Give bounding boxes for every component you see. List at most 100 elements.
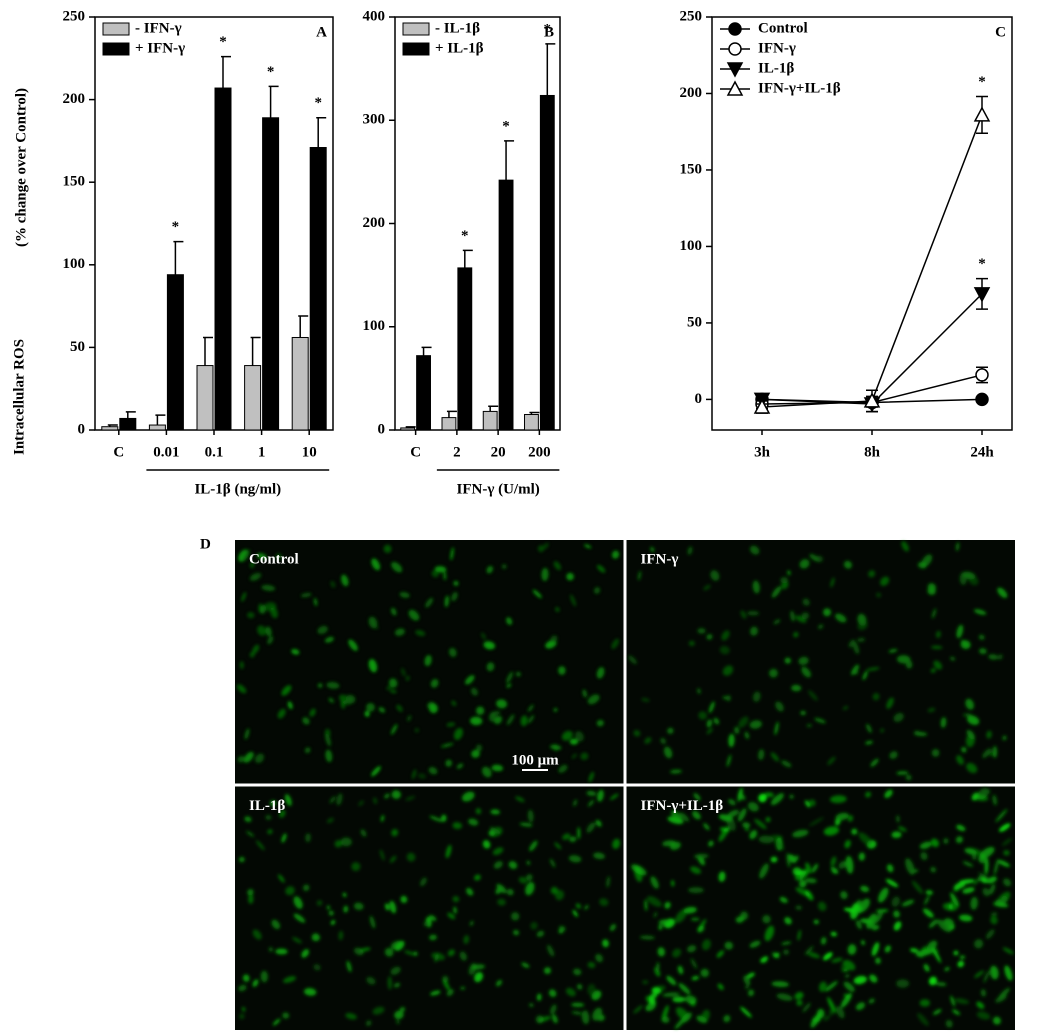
legend-swatch bbox=[402, 42, 430, 56]
cell bbox=[575, 903, 582, 909]
cell bbox=[917, 561, 927, 569]
micrograph-label: Control bbox=[249, 551, 299, 567]
cell bbox=[675, 909, 687, 924]
cell bbox=[341, 574, 349, 587]
cell bbox=[549, 858, 556, 868]
cell bbox=[888, 648, 898, 653]
cell bbox=[868, 998, 875, 1004]
cell bbox=[880, 576, 890, 586]
cell bbox=[336, 793, 343, 806]
cell bbox=[526, 874, 533, 882]
cell bbox=[236, 684, 247, 694]
cell bbox=[830, 856, 837, 867]
cell bbox=[835, 812, 849, 821]
cell bbox=[893, 921, 902, 931]
cell bbox=[692, 810, 701, 820]
cell bbox=[703, 584, 711, 591]
cell bbox=[650, 876, 659, 889]
cell bbox=[795, 615, 807, 623]
error-bar bbox=[529, 411, 540, 415]
cell bbox=[982, 748, 992, 759]
cell bbox=[497, 898, 506, 906]
cell bbox=[293, 913, 306, 923]
cell bbox=[596, 564, 606, 573]
cell bbox=[876, 592, 882, 598]
cell bbox=[693, 793, 701, 801]
cell bbox=[249, 561, 255, 569]
cell bbox=[431, 570, 439, 578]
cell bbox=[992, 745, 998, 758]
cell bbox=[444, 595, 449, 608]
cell bbox=[244, 816, 252, 823]
cell bbox=[481, 632, 486, 640]
cell bbox=[891, 896, 900, 907]
cell bbox=[292, 937, 302, 944]
marker bbox=[975, 392, 989, 407]
cell bbox=[452, 822, 463, 830]
micrograph-label: IFN-γ+IL-1β bbox=[641, 798, 724, 814]
cell bbox=[430, 678, 439, 688]
cell bbox=[326, 817, 334, 824]
cell bbox=[853, 975, 867, 985]
cell bbox=[784, 917, 792, 925]
cell bbox=[506, 714, 515, 726]
y-tick-label: 50 bbox=[70, 339, 85, 355]
cell bbox=[653, 911, 658, 918]
cell bbox=[451, 591, 458, 602]
cell bbox=[746, 610, 760, 616]
cell bbox=[463, 935, 470, 945]
cell bbox=[776, 993, 793, 1001]
cell bbox=[428, 767, 438, 775]
cell bbox=[701, 1009, 710, 1022]
cell bbox=[553, 743, 558, 752]
cell bbox=[342, 892, 347, 898]
x-tick-label: 0.1 bbox=[205, 444, 224, 460]
cell bbox=[905, 660, 913, 669]
cell bbox=[716, 950, 725, 958]
cell bbox=[964, 848, 978, 855]
cell bbox=[954, 998, 969, 1005]
cell bbox=[1002, 735, 1007, 741]
cell bbox=[558, 925, 566, 932]
cell bbox=[358, 800, 364, 807]
micrograph: IL-1β bbox=[235, 786, 624, 1030]
bar bbox=[441, 417, 457, 431]
cell bbox=[399, 592, 410, 598]
cell bbox=[521, 962, 530, 968]
cell bbox=[945, 1019, 953, 1028]
y-tick-label: 100 bbox=[680, 238, 703, 254]
cell bbox=[293, 896, 303, 909]
cell bbox=[860, 885, 870, 893]
cell bbox=[282, 1012, 290, 1019]
cell bbox=[588, 771, 595, 783]
cell bbox=[558, 666, 566, 675]
cell bbox=[781, 760, 792, 768]
cell bbox=[759, 863, 769, 879]
cell bbox=[952, 1009, 961, 1016]
cell bbox=[997, 587, 1008, 599]
cell bbox=[581, 1010, 590, 1025]
cell bbox=[843, 981, 855, 992]
cell bbox=[242, 549, 251, 562]
cell bbox=[818, 981, 827, 992]
cell bbox=[445, 759, 453, 767]
cell bbox=[802, 1002, 811, 1013]
x-tick-label: 1 bbox=[258, 444, 266, 460]
cell bbox=[325, 749, 333, 763]
cell bbox=[671, 879, 675, 887]
cell bbox=[973, 609, 987, 615]
cell bbox=[927, 583, 936, 592]
significance-mark: * bbox=[267, 64, 275, 80]
cell bbox=[587, 961, 596, 969]
cell bbox=[752, 691, 761, 702]
cell bbox=[508, 861, 518, 870]
cell bbox=[277, 874, 285, 883]
cell bbox=[667, 816, 684, 824]
marker bbox=[753, 398, 771, 414]
cells bbox=[631, 787, 1014, 1030]
cell bbox=[809, 553, 819, 562]
cell bbox=[267, 829, 273, 835]
cell bbox=[248, 894, 254, 904]
cell bbox=[611, 550, 620, 559]
